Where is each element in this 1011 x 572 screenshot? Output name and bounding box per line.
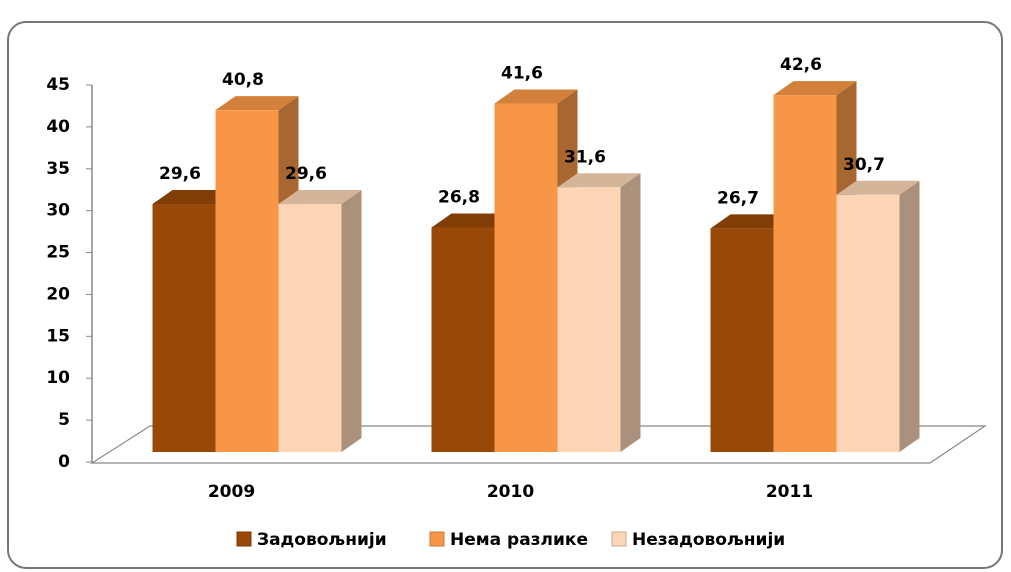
- value-label: 29,6: [285, 164, 327, 184]
- value-label: 31,6: [564, 147, 606, 167]
- y-tick-label: 40: [46, 117, 70, 137]
- bar-front: [431, 227, 495, 452]
- value-label: 26,8: [438, 187, 480, 207]
- x-tick-label: 2010: [487, 482, 534, 502]
- bar-top: [152, 190, 236, 205]
- legend-swatch: [611, 531, 627, 547]
- legend-label: Незадовољнији: [632, 530, 785, 550]
- bar-top: [773, 81, 857, 96]
- y-tick-label: 30: [46, 201, 70, 221]
- y-tick-label: 20: [46, 284, 70, 304]
- bar-top: [431, 213, 515, 228]
- legend-label: Задовољнији: [257, 530, 387, 550]
- bar: [557, 173, 641, 453]
- bar-front: [557, 187, 621, 453]
- bar: [836, 180, 920, 452]
- bar-side: [899, 180, 920, 452]
- value-label: 29,6: [159, 164, 201, 184]
- bar-top: [836, 180, 920, 195]
- bar-top: [278, 190, 362, 205]
- value-label: 26,7: [717, 188, 759, 208]
- bar-top: [710, 214, 794, 229]
- y-tick-label: 0: [58, 452, 70, 472]
- bar-front: [152, 204, 216, 452]
- y-tick-label: 25: [46, 243, 70, 263]
- bar: [278, 190, 362, 453]
- bar-side: [341, 190, 362, 453]
- bar-side: [620, 173, 641, 453]
- y-tick-label: 45: [46, 75, 70, 95]
- value-label: 41,6: [501, 63, 543, 83]
- y-tick-label: 5: [58, 410, 70, 430]
- bar-front: [215, 110, 279, 452]
- bar-top: [494, 89, 578, 104]
- y-tick-label: 15: [46, 326, 70, 346]
- bar-front: [836, 194, 900, 452]
- legend-swatch: [236, 531, 252, 547]
- bar-front: [710, 228, 774, 452]
- bar-front: [773, 95, 837, 453]
- bar-front: [494, 103, 558, 453]
- value-label: 42,6: [780, 55, 822, 75]
- bar-front: [278, 204, 342, 452]
- legend-label: Нема разлике: [450, 530, 588, 550]
- legend-swatch: [429, 531, 445, 547]
- bar-top: [215, 96, 299, 111]
- y-tick-label: 10: [46, 368, 70, 388]
- x-tick-label: 2011: [766, 482, 813, 502]
- y-tick-label: 35: [46, 159, 70, 179]
- value-label: 30,7: [843, 155, 885, 175]
- bar-top: [557, 173, 641, 188]
- x-tick-label: 2009: [208, 482, 255, 502]
- value-label: 40,8: [222, 70, 264, 90]
